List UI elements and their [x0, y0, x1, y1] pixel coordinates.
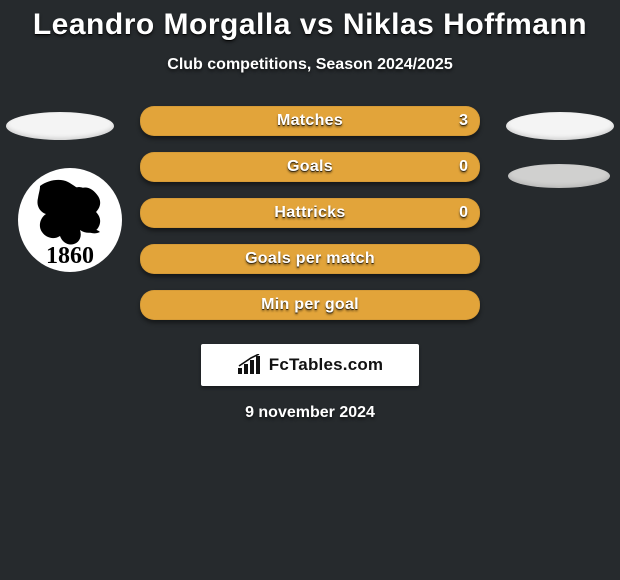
chart-icon: [237, 354, 263, 376]
subtitle: Club competitions, Season 2024/2025: [0, 56, 620, 74]
comparison-area: S V 1860 Matches 3 Goals 0 Hattricks 0 G…: [0, 96, 620, 336]
club-left-badge: S V 1860: [18, 168, 122, 272]
stat-value: 3: [459, 106, 468, 136]
stat-row: Goals per match: [140, 244, 480, 274]
player-right-ellipse: [506, 112, 614, 140]
branding-text: FcTables.com: [269, 355, 384, 375]
stat-row: Goals 0: [140, 152, 480, 182]
stat-value: 0: [459, 198, 468, 228]
stat-row: Hattricks 0: [140, 198, 480, 228]
player-left-ellipse: [6, 112, 114, 140]
page-title: Leandro Morgalla vs Niklas Hoffmann: [0, 0, 620, 42]
branding-box: FcTables.com: [201, 344, 419, 386]
stat-value: 0: [459, 152, 468, 182]
club-badge-svg: S V 1860: [18, 168, 122, 272]
stat-label: Goals: [140, 152, 480, 182]
stat-label: Matches: [140, 106, 480, 136]
club-right-ellipse: [508, 164, 610, 188]
stat-label: Hattricks: [140, 198, 480, 228]
club-badge-year: 1860: [46, 243, 94, 269]
stat-label: Goals per match: [140, 244, 480, 274]
stat-row: Matches 3: [140, 106, 480, 136]
stats-list: Matches 3 Goals 0 Hattricks 0 Goals per …: [140, 106, 480, 336]
date-text: 9 november 2024: [0, 404, 620, 422]
stat-label: Min per goal: [140, 290, 480, 320]
stat-row: Min per goal: [140, 290, 480, 320]
